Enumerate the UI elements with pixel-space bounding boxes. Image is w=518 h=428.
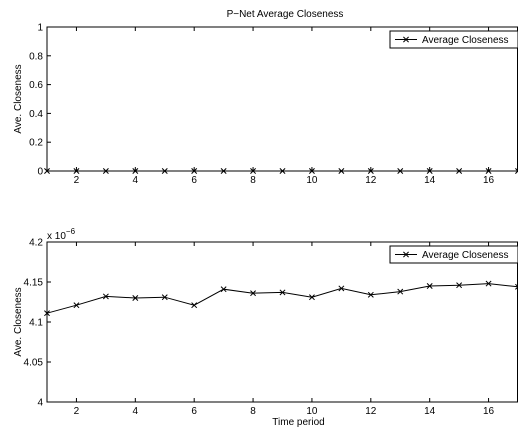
y-axis-label: Ave. Closeness xyxy=(13,287,24,356)
y-tick-label: 0.2 xyxy=(29,138,43,149)
data-point xyxy=(102,168,109,174)
data-point xyxy=(397,288,404,295)
data-point xyxy=(102,293,109,300)
x-axis-label: Time period xyxy=(272,417,324,428)
legend-label: Average Closeness xyxy=(422,250,509,261)
data-point xyxy=(250,290,257,297)
data-point xyxy=(73,168,80,174)
legend: Average Closeness xyxy=(389,245,518,264)
data-point xyxy=(220,286,227,293)
chart-bottom: 4 4.05 4.1 4.15 4.2 2 4 6 8 10 12 14 16 Ave. Closenes… xyxy=(13,227,518,428)
data-point xyxy=(426,168,433,174)
x-tick-label: 16 xyxy=(483,175,495,186)
figure-title: P−Net Average Closeness xyxy=(227,9,344,20)
data-point xyxy=(279,168,286,174)
data-point xyxy=(44,168,50,174)
data-point xyxy=(161,168,168,174)
data-point xyxy=(132,295,139,301)
x-tick-label: 4 xyxy=(133,406,139,417)
series-group xyxy=(44,168,518,174)
legend-box xyxy=(389,245,518,264)
data-point xyxy=(338,168,345,174)
y-tick-label: 0 xyxy=(37,167,43,178)
y-axis-label: Ave. Closeness xyxy=(13,64,24,133)
x-tick-label: 4 xyxy=(133,175,139,186)
data-point xyxy=(485,168,492,174)
y-tick-label: 4.15 xyxy=(24,278,44,289)
legend: Average Closeness xyxy=(389,30,518,49)
x-tick-label: 16 xyxy=(483,406,495,417)
legend-marker xyxy=(403,251,409,258)
data-point xyxy=(191,302,198,309)
data-point xyxy=(456,282,463,289)
data-point xyxy=(279,289,286,296)
data-point xyxy=(485,280,492,287)
data-point xyxy=(308,168,315,174)
y-tick-label: 4 xyxy=(37,398,43,409)
data-point xyxy=(132,168,139,174)
data-point xyxy=(308,294,315,301)
legend-marker xyxy=(403,36,409,43)
x-tick-label: 8 xyxy=(250,175,256,186)
data-point xyxy=(515,168,518,174)
data-point xyxy=(73,302,80,309)
y-tick-label: 4.2 xyxy=(29,238,43,249)
x-tick-label: 10 xyxy=(306,406,318,417)
series-line xyxy=(46,283,518,314)
y-tick-label: 1 xyxy=(37,23,43,34)
x-tick-label: 8 xyxy=(250,406,256,417)
data-point xyxy=(515,283,518,290)
axis-multiplier-base: x 10 xyxy=(47,231,66,242)
axis-multiplier: x 10−6 xyxy=(47,227,76,242)
data-point xyxy=(220,168,227,174)
series-group xyxy=(44,280,518,317)
x-tick-label: 12 xyxy=(365,175,377,186)
data-point xyxy=(397,168,404,174)
legend-box xyxy=(389,30,518,49)
legend-label: Average Closeness xyxy=(422,35,509,46)
axis-multiplier-exponent: −6 xyxy=(66,227,76,236)
data-point xyxy=(367,291,374,298)
y-tick-label: 0.4 xyxy=(29,109,43,120)
y-tick-label: 4.05 xyxy=(24,358,44,369)
data-point xyxy=(456,168,463,174)
x-tick-label: 14 xyxy=(424,406,436,417)
data-point xyxy=(338,285,345,292)
data-point xyxy=(44,310,50,317)
x-tick-label: 10 xyxy=(306,175,318,186)
data-point xyxy=(367,168,374,174)
y-tick-label: 0.6 xyxy=(29,80,43,91)
x-tick-label: 2 xyxy=(74,175,80,186)
data-point xyxy=(250,168,257,174)
data-point xyxy=(191,168,198,174)
x-tick-label: 6 xyxy=(191,406,197,417)
y-tick-label: 0.8 xyxy=(29,51,43,62)
x-tick-label: 2 xyxy=(74,406,80,417)
data-point xyxy=(161,294,168,301)
x-tick-label: 14 xyxy=(424,175,436,186)
data-point xyxy=(426,283,433,289)
axes-frame xyxy=(46,26,518,172)
y-tick-label: 4.1 xyxy=(29,318,43,329)
axes-frame xyxy=(46,241,518,403)
x-tick-label: 12 xyxy=(365,406,377,417)
x-tick-label: 6 xyxy=(191,175,197,186)
